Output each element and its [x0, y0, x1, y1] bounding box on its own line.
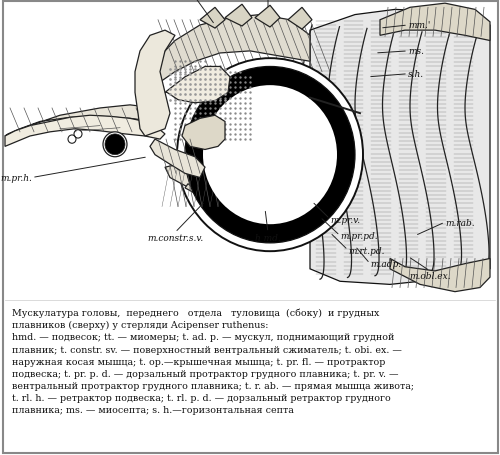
Text: mm.': mm.'	[408, 21, 430, 30]
Circle shape	[177, 59, 363, 252]
Polygon shape	[200, 8, 225, 29]
Circle shape	[103, 132, 127, 157]
Text: ms.: ms.	[408, 47, 424, 56]
Text: h md.: h md.	[255, 233, 281, 242]
Polygon shape	[155, 15, 310, 83]
Polygon shape	[380, 4, 490, 41]
Text: m.rt.pd.: m.rt.pd.	[348, 246, 385, 255]
Text: m.pr.h.: m.pr.h.	[0, 174, 32, 182]
Polygon shape	[255, 6, 280, 28]
Text: m.obl.ex.: m.obl.ex.	[409, 271, 451, 280]
Polygon shape	[165, 67, 230, 104]
Circle shape	[185, 67, 355, 243]
Circle shape	[105, 135, 125, 155]
Polygon shape	[310, 10, 490, 285]
Text: m.adp.: m.adp.	[370, 259, 401, 268]
Text: m.pr.pd.: m.pr.pd.	[340, 232, 378, 241]
Polygon shape	[185, 184, 290, 217]
Text: s.h.: s.h.	[408, 70, 424, 79]
Polygon shape	[288, 8, 312, 30]
Polygon shape	[135, 31, 175, 136]
Text: m.pr.v.: m.pr.v.	[330, 215, 360, 224]
Polygon shape	[150, 140, 205, 178]
Polygon shape	[165, 166, 240, 209]
Text: m.rab.: m.rab.	[445, 218, 474, 227]
Polygon shape	[225, 5, 252, 27]
Circle shape	[203, 86, 337, 225]
Polygon shape	[182, 116, 225, 150]
Polygon shape	[5, 116, 165, 147]
Text: Мускулатура головы,  переднего   отдела   туловища  (сбоку)  и грудных
плавников: Мускулатура головы, переднего отдела тул…	[12, 308, 414, 415]
Polygon shape	[390, 259, 490, 292]
Text: m.constr.s.v.: m.constr.s.v.	[147, 233, 203, 242]
Polygon shape	[5, 106, 165, 136]
